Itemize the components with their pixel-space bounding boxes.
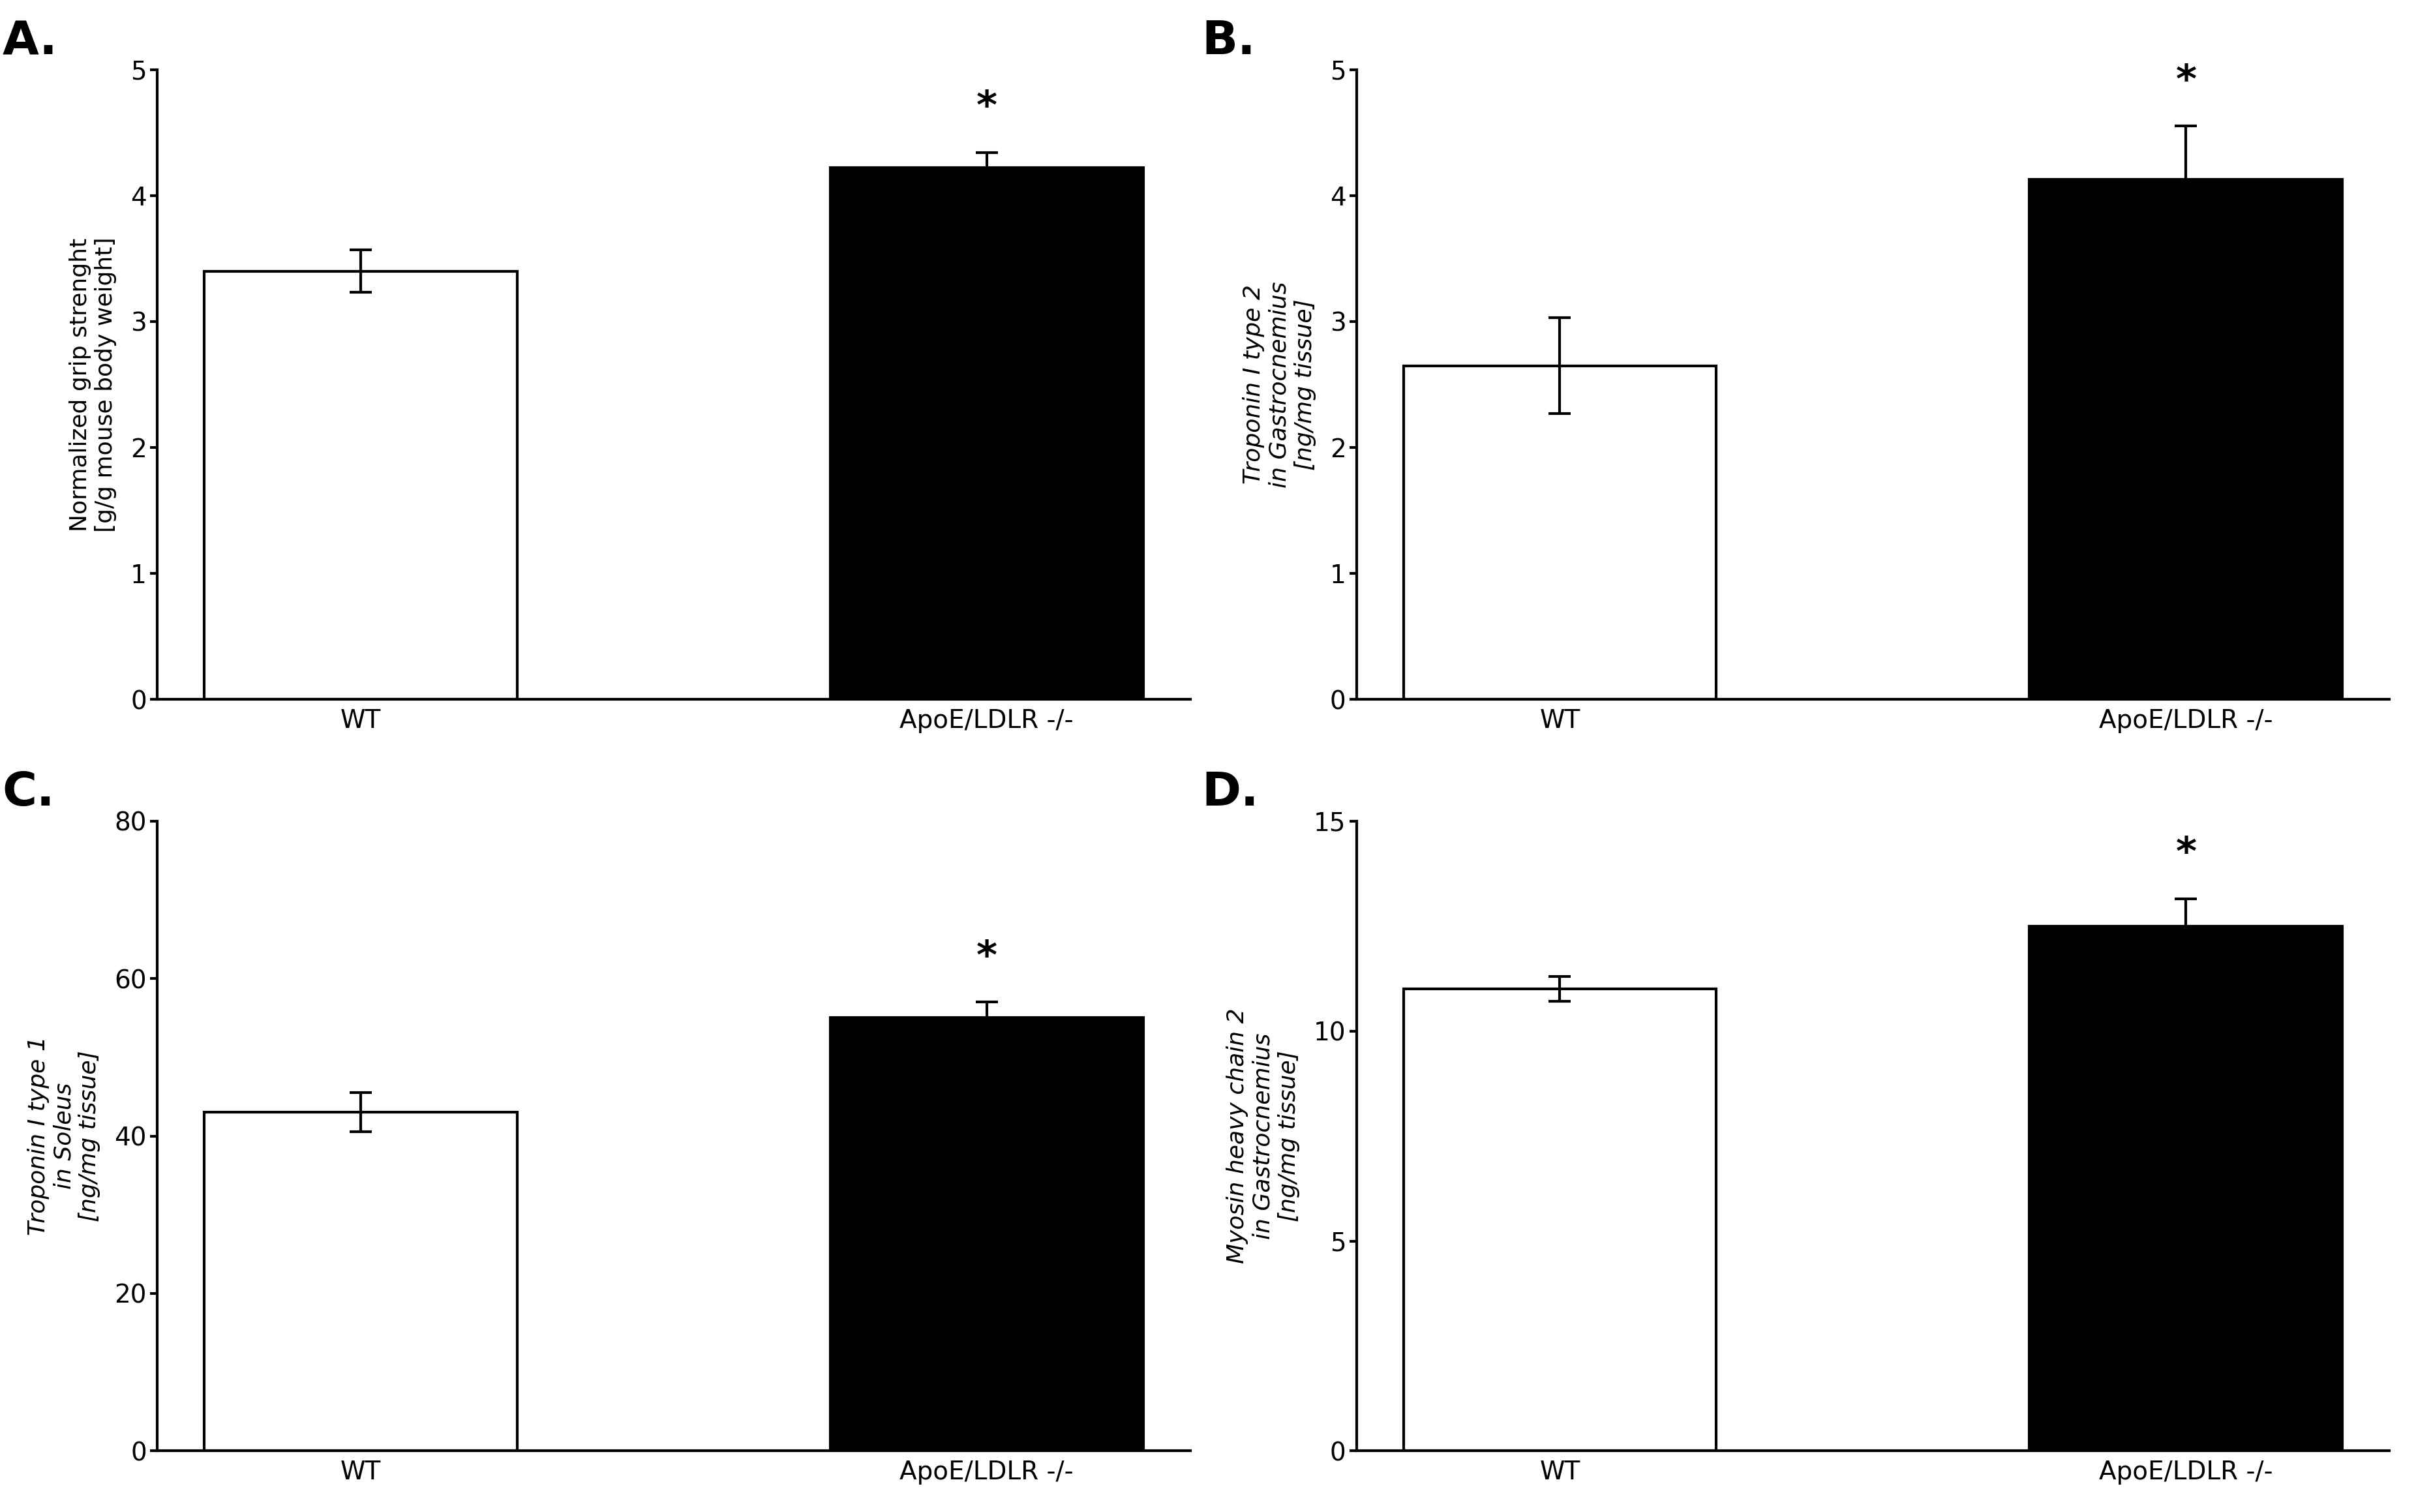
Bar bbox=[1404, 366, 1715, 700]
Text: A.: A. bbox=[2, 20, 58, 64]
Text: *: * bbox=[976, 939, 998, 977]
Text: *: * bbox=[976, 89, 998, 127]
Y-axis label: Troponin I type 1
in Soleus
[ng/mg tissue]: Troponin I type 1 in Soleus [ng/mg tissu… bbox=[27, 1036, 101, 1235]
Bar bbox=[203, 1113, 517, 1452]
Text: C.: C. bbox=[2, 771, 56, 815]
Y-axis label: Normalized grip strenght
[g/g mouse body weight]: Normalized grip strenght [g/g mouse body… bbox=[70, 237, 116, 532]
Text: *: * bbox=[2174, 62, 2196, 101]
Y-axis label: Troponin I type 2
in Gastrocnemius
[ng/mg tissue]: Troponin I type 2 in Gastrocnemius [ng/m… bbox=[1242, 281, 1317, 488]
Bar bbox=[1404, 989, 1715, 1452]
Text: B.: B. bbox=[1201, 20, 1254, 64]
Text: *: * bbox=[2174, 835, 2196, 874]
Text: D.: D. bbox=[1201, 771, 1259, 815]
Y-axis label: Myosin heavy chain 2
in Gastrocnemius
[ng/mg tissue]: Myosin heavy chain 2 in Gastrocnemius [n… bbox=[1225, 1009, 1300, 1264]
Bar bbox=[831, 168, 1143, 700]
Bar bbox=[2029, 178, 2341, 700]
Bar bbox=[2029, 925, 2341, 1452]
Bar bbox=[831, 1018, 1143, 1452]
Bar bbox=[203, 271, 517, 700]
